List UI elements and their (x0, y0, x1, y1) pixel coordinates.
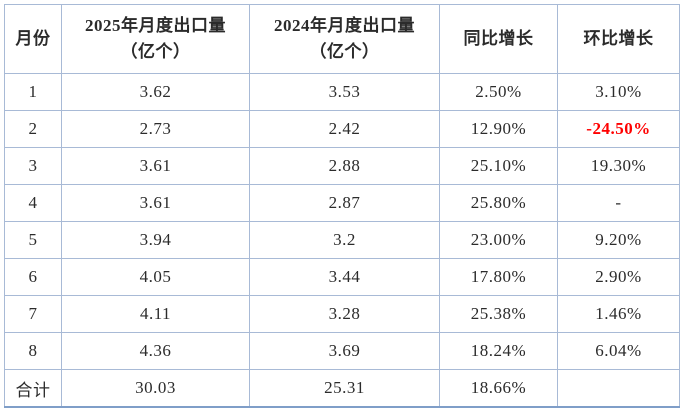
export-2024-cell: 3.44 (249, 258, 440, 296)
export-table-container: 月份 2025年月度出口量 （亿个） 2024年月度出口量 （亿个） 同比增长 … (4, 4, 680, 408)
month-cell: 3 (4, 147, 62, 185)
month-cell: 6 (4, 258, 62, 296)
total-row: 合计 30.03 25.31 18.66% (4, 369, 680, 408)
table-row: 2 2.73 2.42 12.90% -24.50% (4, 110, 680, 148)
total-export-2024-cell: 25.31 (249, 369, 440, 408)
yoy-cell: 18.24% (439, 332, 558, 370)
mom-cell: 19.30% (557, 147, 680, 185)
export-2024-cell: 3.53 (249, 73, 440, 111)
month-cell: 4 (4, 184, 62, 222)
col-header-month: 月份 (4, 4, 62, 74)
mom-cell-negative: -24.50% (557, 110, 680, 148)
yoy-cell: 25.38% (439, 295, 558, 333)
export-2025-cell: 4.36 (61, 332, 250, 370)
mom-cell: 3.10% (557, 73, 680, 111)
col-header-export-2025: 2025年月度出口量 （亿个） (61, 4, 250, 74)
month-cell: 7 (4, 295, 62, 333)
export-2024-cell: 2.42 (249, 110, 440, 148)
mom-cell: 2.90% (557, 258, 680, 296)
export-2024-cell: 2.87 (249, 184, 440, 222)
yoy-cell: 23.00% (439, 221, 558, 259)
header-row: 月份 2025年月度出口量 （亿个） 2024年月度出口量 （亿个） 同比增长 … (4, 4, 680, 74)
table-row: 5 3.94 3.2 23.00% 9.20% (4, 221, 680, 259)
total-label-cell: 合计 (4, 369, 62, 408)
mom-cell: 9.20% (557, 221, 680, 259)
month-cell: 5 (4, 221, 62, 259)
table-row: 3 3.61 2.88 25.10% 19.30% (4, 147, 680, 185)
col-header-export-2024: 2024年月度出口量 （亿个） (249, 4, 440, 74)
monthly-export-table: 月份 2025年月度出口量 （亿个） 2024年月度出口量 （亿个） 同比增长 … (4, 4, 680, 408)
yoy-cell: 25.80% (439, 184, 558, 222)
mom-cell: - (557, 184, 680, 222)
export-2025-cell: 3.61 (61, 147, 250, 185)
total-export-2025-cell: 30.03 (61, 369, 250, 408)
export-2025-cell: 2.73 (61, 110, 250, 148)
export-2024-cell: 3.69 (249, 332, 440, 370)
table-row: 1 3.62 3.53 2.50% 3.10% (4, 73, 680, 111)
table-row: 8 4.36 3.69 18.24% 6.04% (4, 332, 680, 370)
col-header-yoy-growth: 同比增长 (439, 4, 558, 74)
total-yoy-cell: 18.66% (439, 369, 558, 408)
col-header-mom-growth: 环比增长 (557, 4, 680, 74)
yoy-cell: 17.80% (439, 258, 558, 296)
export-2024-cell: 2.88 (249, 147, 440, 185)
export-2024-cell: 3.2 (249, 221, 440, 259)
total-mom-cell (557, 369, 680, 408)
mom-cell: 1.46% (557, 295, 680, 333)
yoy-cell: 25.10% (439, 147, 558, 185)
export-2025-cell: 3.62 (61, 73, 250, 111)
month-cell: 1 (4, 73, 62, 111)
table-row: 6 4.05 3.44 17.80% 2.90% (4, 258, 680, 296)
mom-cell: 6.04% (557, 332, 680, 370)
export-2024-cell: 3.28 (249, 295, 440, 333)
export-2025-cell: 4.05 (61, 258, 250, 296)
yoy-cell: 12.90% (439, 110, 558, 148)
export-2025-cell: 3.94 (61, 221, 250, 259)
month-cell: 2 (4, 110, 62, 148)
export-2025-cell: 3.61 (61, 184, 250, 222)
export-2025-cell: 4.11 (61, 295, 250, 333)
month-cell: 8 (4, 332, 62, 370)
table-row: 4 3.61 2.87 25.80% - (4, 184, 680, 222)
yoy-cell: 2.50% (439, 73, 558, 111)
table-row: 7 4.11 3.28 25.38% 1.46% (4, 295, 680, 333)
